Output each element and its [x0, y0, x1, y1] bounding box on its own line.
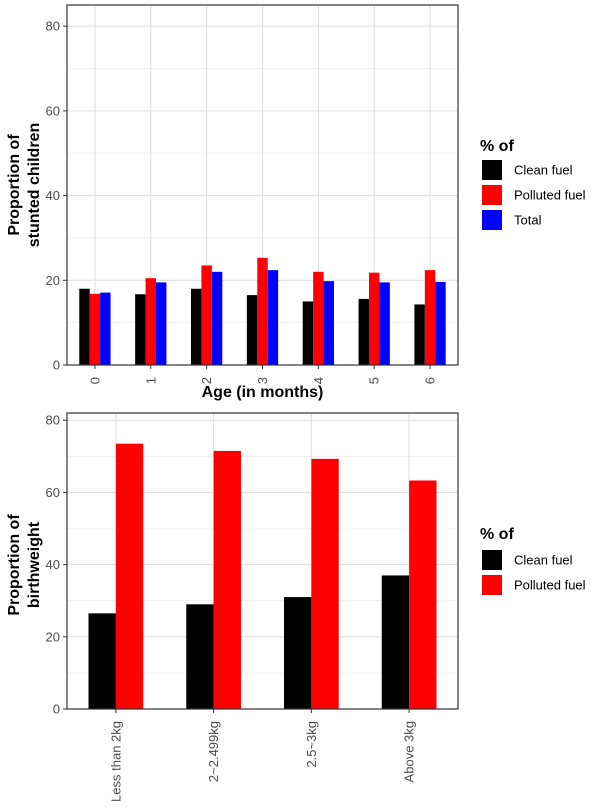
- bar-clean-fuel-1: [135, 294, 146, 365]
- y-axis-title-line-2: birthweight: [26, 521, 43, 608]
- bar-polluted-fuel-1: [213, 450, 241, 709]
- bar-polluted-fuel-1: [145, 278, 156, 365]
- bar-clean-fuel-2: [191, 288, 202, 365]
- y-tick-label: 40: [46, 188, 60, 203]
- bar-polluted-fuel-0: [89, 293, 101, 365]
- legend-key-polluted-fuel: [482, 185, 502, 205]
- y-tick-label: 0: [53, 702, 60, 717]
- x-tick-label: 0: [87, 377, 102, 384]
- x-tick-label: 4: [311, 377, 326, 384]
- y-tick-label: 80: [46, 19, 60, 34]
- legend-title: % of: [480, 526, 514, 543]
- bar-clean-fuel-1: [186, 604, 214, 709]
- bar-clean-fuel-3: [381, 575, 410, 709]
- bar-total-3: [267, 270, 279, 365]
- bar-clean-fuel-4: [302, 301, 314, 365]
- y-axis-title-line-1: Proportion of: [6, 514, 23, 616]
- bar-total-0: [100, 292, 111, 365]
- bar-polluted-fuel-3: [257, 257, 268, 365]
- y-tick-label: 20: [46, 629, 60, 644]
- x-tick-label: 5: [367, 377, 382, 384]
- chart-1: 0 20 40 60 80 0 1 2 3 4 5 6 Proportion of stunted chi…: [6, 4, 586, 401]
- bar-polluted-fuel-2: [201, 265, 212, 365]
- y-tick-label: 60: [46, 485, 60, 500]
- y-tick-label: 40: [46, 557, 60, 572]
- bar-polluted-fuel-0: [115, 443, 144, 709]
- bar-polluted-fuel-2: [311, 458, 339, 709]
- bar-total-2: [211, 271, 223, 365]
- panel-border: [66, 412, 459, 710]
- x-tick-label: Less than 2kg: [108, 721, 123, 802]
- x-tick-label: Above 3kg: [402, 721, 417, 782]
- bar-total-5: [379, 282, 390, 365]
- x-tick-label: 2.5~3kg: [304, 721, 319, 768]
- bar-clean-fuel-5: [358, 298, 370, 365]
- legend-key-polluted-fuel: [482, 575, 502, 595]
- legend-label-polluted-fuel: Polluted fuel: [514, 578, 586, 593]
- y-tick-label: 0: [53, 358, 60, 373]
- bar-clean-fuel-0: [88, 613, 116, 709]
- y-tick-label: 60: [46, 103, 60, 118]
- x-tick-label: 2: [199, 377, 214, 384]
- y-axis-title-line-2: stunted children: [26, 123, 43, 247]
- legend-key-clean-fuel: [482, 160, 502, 180]
- bar-polluted-fuel-5: [369, 272, 380, 365]
- x-tick-label: 1: [143, 377, 158, 384]
- y-tick-label: 80: [46, 413, 60, 428]
- bar-polluted-fuel-3: [409, 480, 437, 709]
- y-axis-title-line-1: Proportion of: [6, 134, 23, 236]
- legend-key-total: [482, 210, 502, 230]
- legend-label-total: Total: [514, 213, 542, 228]
- bar-polluted-fuel-6: [424, 270, 436, 365]
- x-tick-label: 3: [255, 377, 270, 384]
- bar-total-1: [155, 282, 167, 365]
- legend-title: % of: [480, 138, 514, 155]
- chart-2: 0 20 40 60 80 Less than 2kg 2~2.499kg 2.5~3kg Ab…: [6, 412, 586, 802]
- legend-label-clean-fuel: Clean fuel: [514, 163, 573, 178]
- bar-total-4: [323, 281, 334, 365]
- bar-total-6: [435, 281, 446, 365]
- bar-clean-fuel-2: [284, 597, 312, 709]
- y-tick-label: 20: [46, 273, 60, 288]
- x-tick-label: 2~2.499kg: [206, 721, 221, 782]
- bar-polluted-fuel-4: [313, 271, 324, 365]
- x-tick-label: 6: [423, 377, 438, 384]
- legend-key-clean-fuel: [482, 550, 502, 570]
- x-axis-title: Age (in months): [202, 384, 324, 401]
- legend-label-clean-fuel: Clean fuel: [514, 553, 573, 568]
- legend-label-polluted-fuel: Polluted fuel: [514, 188, 586, 203]
- bar-clean-fuel-0: [79, 288, 90, 365]
- bar-clean-fuel-6: [414, 304, 425, 365]
- bar-clean-fuel-3: [246, 295, 258, 365]
